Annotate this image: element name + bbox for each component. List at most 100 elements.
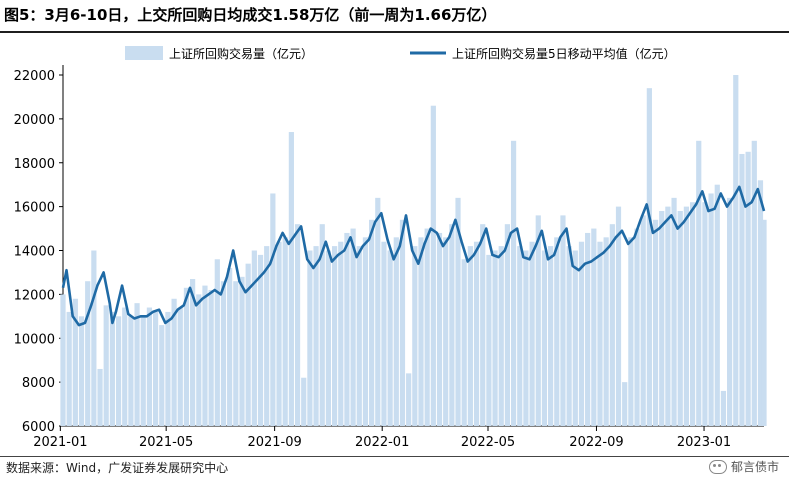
bar (202, 285, 208, 426)
bar (171, 298, 177, 426)
bar (523, 250, 529, 426)
bar (362, 237, 369, 426)
bar (436, 232, 443, 426)
title-divider (0, 31, 789, 33)
bar (122, 307, 128, 426)
legend-label-line: 上证所回购交易量5日移动平均值（亿元） (452, 46, 676, 61)
bar (696, 140, 702, 426)
y-tick-label: 18000 (14, 157, 55, 172)
bar (492, 250, 498, 426)
bar (190, 279, 196, 426)
bar (369, 219, 375, 426)
bar (128, 316, 134, 426)
bar (708, 193, 714, 426)
x-tick-label: 2022-01 (355, 435, 409, 450)
bar (301, 377, 307, 426)
bar (714, 184, 720, 426)
bar (375, 197, 381, 426)
bar (257, 254, 264, 426)
y-tick-label: 16000 (14, 201, 55, 216)
bar (282, 237, 288, 426)
bar (399, 219, 406, 426)
bar (566, 246, 572, 426)
bar (319, 224, 325, 426)
bar (325, 250, 332, 426)
bar (60, 294, 66, 426)
bar (473, 241, 480, 426)
bar (356, 246, 362, 426)
bar (461, 259, 467, 426)
bar (443, 237, 449, 426)
bar (331, 246, 338, 426)
bar (585, 232, 591, 426)
wechat-icon (708, 459, 727, 474)
bar (251, 250, 257, 426)
bar (245, 263, 251, 426)
x-tick-label: 2022-05 (461, 435, 515, 450)
y-tick-label: 6000 (22, 420, 55, 435)
bar (183, 287, 190, 426)
x-axis: 2021-01 2021-05 2021-09 2022-01 2022-05 2022-… (33, 425, 764, 450)
bar-series (60, 75, 767, 427)
bar (294, 224, 301, 426)
y-tick-label: 8000 (22, 376, 55, 391)
bar (548, 246, 554, 426)
bar (165, 311, 171, 426)
bar (406, 373, 412, 426)
bar (418, 237, 424, 426)
bar (455, 197, 461, 426)
bar (757, 180, 764, 426)
bar (554, 237, 560, 426)
bar (196, 294, 202, 426)
legend: 上证所回购交易量（亿元） 上证所回购交易量5日移动平均值（亿元） (125, 46, 676, 61)
line-series (61, 185, 766, 327)
bar (535, 215, 541, 426)
y-tick-label: 20000 (14, 113, 55, 128)
bar (615, 206, 622, 426)
bar (270, 193, 276, 426)
bar (393, 237, 399, 426)
bar (264, 246, 270, 426)
bar (640, 215, 646, 426)
line-path (61, 185, 766, 327)
bar (677, 211, 683, 426)
bar (591, 228, 597, 426)
bar (665, 206, 671, 426)
bar (288, 132, 294, 426)
bar (727, 197, 733, 426)
bar (146, 307, 153, 426)
bar (504, 224, 511, 426)
bar (609, 224, 615, 426)
bar (344, 232, 350, 426)
bar (449, 224, 455, 426)
legend-label-bar: 上证所回购交易量（亿元） (169, 46, 313, 61)
bar (739, 153, 745, 426)
bar (733, 75, 739, 426)
bar (683, 206, 690, 426)
bar (338, 241, 344, 426)
bar (572, 250, 578, 426)
bar (510, 140, 517, 426)
bar (220, 281, 227, 426)
bar (480, 224, 486, 426)
bar (498, 246, 504, 426)
bar (412, 246, 418, 426)
y-tick-label: 22000 (14, 69, 55, 84)
y-axis: 6000 8000 10000 12000 14000 16000 18000 20000 22… (14, 65, 64, 435)
bar (233, 281, 239, 426)
bar (109, 311, 115, 426)
bar (350, 228, 356, 426)
bar (91, 250, 97, 426)
bar (239, 276, 245, 426)
bar (430, 105, 436, 427)
bar (689, 202, 696, 426)
bar (761, 219, 767, 426)
bar (720, 390, 727, 426)
footer-divider (0, 456, 789, 457)
brand-name: 郁言债市 (730, 460, 779, 474)
bar (66, 311, 72, 426)
bar (646, 88, 652, 426)
bar (659, 211, 665, 426)
bar (159, 325, 165, 426)
x-tick-label: 2023-01 (677, 435, 731, 450)
